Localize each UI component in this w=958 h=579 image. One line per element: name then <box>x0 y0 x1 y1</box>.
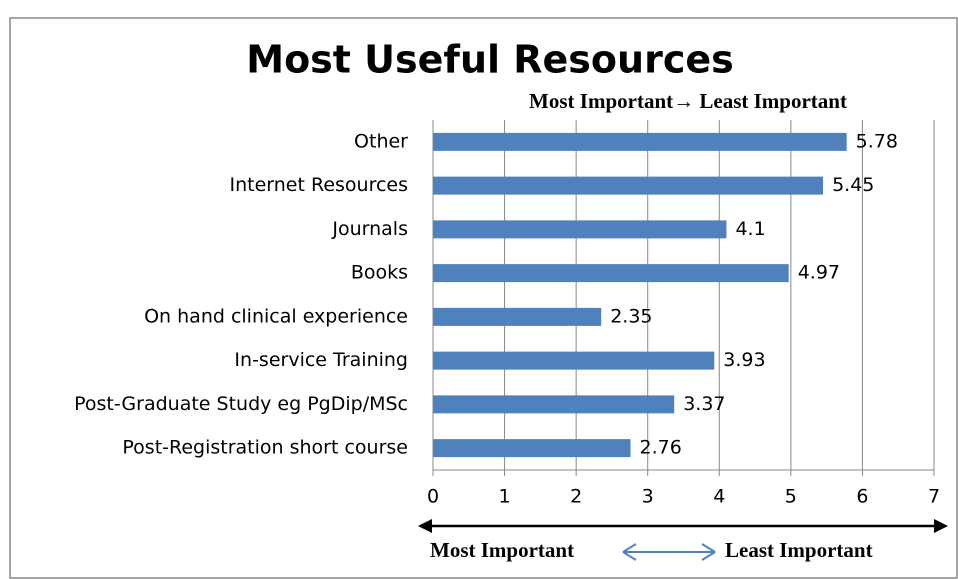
chart-title: Most Useful Resources <box>246 38 734 82</box>
bar <box>433 395 675 414</box>
arrow-head-left <box>418 519 432 533</box>
double-arrow <box>622 543 716 561</box>
bar <box>433 132 847 151</box>
y-tick-label: In-service Training <box>234 349 408 371</box>
bar <box>433 351 715 370</box>
x-tick-label: 5 <box>785 486 797 508</box>
x-tick-label: 2 <box>570 486 582 508</box>
data-label: 5.45 <box>832 174 874 196</box>
x-tick-label: 6 <box>856 486 868 508</box>
y-tick-label: On hand clinical experience <box>144 305 408 327</box>
arrow-head-right <box>934 519 948 533</box>
x-tick-label: 1 <box>499 486 511 508</box>
bar <box>433 220 727 239</box>
bar <box>433 176 824 195</box>
x-tick-label: 3 <box>642 486 654 508</box>
y-tick-label: Post-Registration short course <box>122 437 408 459</box>
y-tick-label: Other <box>354 130 408 152</box>
bar <box>433 307 602 326</box>
x-tick-label: 4 <box>713 486 725 508</box>
x-tick-label: 0 <box>427 486 439 508</box>
annotation-least: Least Important <box>725 538 873 562</box>
chart-subtitle: Most Important→ Least Important <box>529 89 847 113</box>
data-label: 2.35 <box>610 305 652 327</box>
y-tick-label: Internet Resources <box>229 174 408 196</box>
y-tick-label: Post-Graduate Study eg PgDip/MSc <box>74 393 408 415</box>
x-tick-label: 7 <box>928 486 940 508</box>
data-label: 3.37 <box>683 393 725 415</box>
data-label: 4.1 <box>735 218 765 240</box>
data-label: 3.93 <box>723 349 765 371</box>
data-label: 2.76 <box>640 437 682 459</box>
chart-border <box>9 17 958 579</box>
bar <box>433 439 631 458</box>
y-tick-label: Journals <box>331 218 408 240</box>
y-tick-label: Books <box>351 262 408 284</box>
annotation-most: Most Important <box>430 538 574 562</box>
data-label: 5.78 <box>856 130 898 152</box>
bar <box>433 264 789 283</box>
data-label: 4.97 <box>798 262 840 284</box>
